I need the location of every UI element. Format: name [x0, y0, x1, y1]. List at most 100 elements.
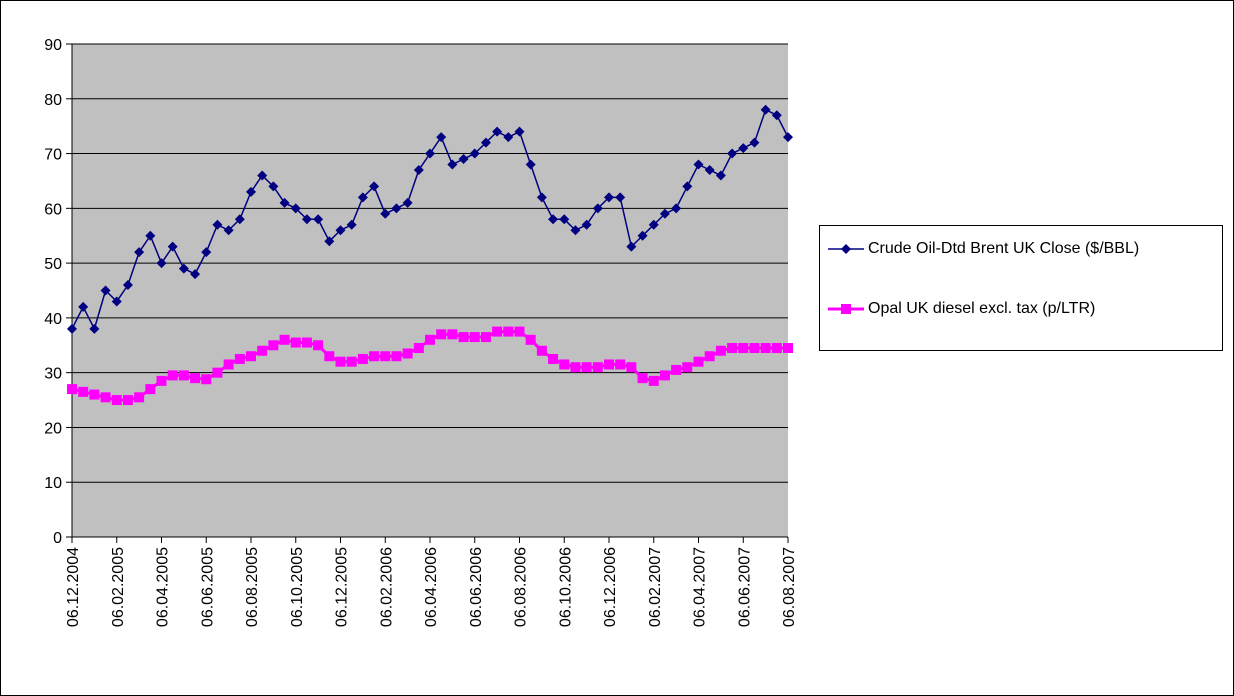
marker	[223, 225, 234, 236]
marker	[727, 148, 738, 159]
legend-label: Crude Oil-Dtd Brent UK Close ($/BBL)	[868, 240, 1140, 257]
x-tick-label: 06.12.2006	[602, 547, 619, 627]
x-tick-label: 06.08.2006	[513, 547, 530, 627]
marker	[492, 326, 503, 337]
x-tick-label: 06.06.2007	[736, 547, 753, 627]
marker	[324, 236, 335, 247]
marker	[89, 323, 100, 334]
marker	[771, 343, 782, 354]
marker	[548, 214, 559, 225]
y-tick-label: 10	[44, 475, 62, 492]
marker	[738, 143, 749, 154]
marker	[637, 373, 648, 384]
marker	[525, 334, 536, 345]
marker	[100, 392, 111, 403]
marker	[715, 170, 726, 181]
marker	[637, 230, 648, 241]
marker	[536, 345, 547, 356]
marker	[122, 280, 133, 291]
marker	[425, 148, 435, 159]
legend-swatch	[828, 304, 864, 314]
marker	[122, 395, 133, 406]
marker	[841, 244, 851, 254]
marker	[257, 345, 268, 356]
marker	[201, 374, 212, 385]
marker	[738, 343, 749, 354]
marker	[682, 181, 693, 192]
marker	[704, 164, 715, 175]
marker	[783, 132, 793, 143]
marker	[257, 170, 268, 181]
x-tick-label: 06.12.2005	[334, 547, 351, 627]
marker	[156, 258, 167, 269]
marker	[648, 219, 659, 230]
marker	[313, 340, 324, 351]
marker	[246, 351, 256, 362]
marker	[167, 241, 178, 252]
marker	[727, 343, 738, 354]
marker	[78, 386, 89, 397]
marker	[425, 334, 435, 345]
marker	[190, 269, 201, 280]
marker	[492, 126, 503, 137]
y-tick-label: 0	[53, 530, 62, 547]
marker	[391, 351, 402, 362]
marker	[369, 351, 380, 362]
marker	[704, 351, 715, 362]
marker	[402, 197, 413, 208]
marker	[111, 395, 122, 406]
x-tick-label: 06.08.2007	[781, 547, 798, 627]
marker	[626, 241, 637, 252]
x-tick-label: 06.08.2005	[244, 547, 261, 627]
marker	[458, 154, 469, 165]
marker	[357, 192, 368, 203]
marker	[841, 304, 851, 314]
marker	[548, 353, 559, 364]
marker	[604, 192, 614, 203]
marker	[89, 389, 100, 400]
marker	[525, 159, 536, 170]
marker	[178, 370, 189, 381]
x-tick-label: 06.02.2006	[378, 547, 395, 627]
marker	[369, 181, 380, 192]
marker	[234, 353, 245, 364]
x-tick-label: 06.04.2006	[423, 547, 440, 627]
y-tick-label: 20	[44, 420, 62, 437]
marker	[234, 214, 245, 225]
y-tick-label: 30	[44, 366, 62, 383]
marker	[648, 375, 659, 386]
y-tick-label: 90	[44, 37, 62, 54]
marker	[469, 332, 480, 343]
marker	[693, 159, 704, 170]
x-tick-label: 06.04.2007	[692, 547, 709, 627]
marker	[246, 186, 256, 197]
legend-swatch	[828, 244, 864, 254]
marker	[659, 370, 670, 381]
marker	[279, 334, 290, 345]
marker	[760, 104, 771, 115]
legend-entry: Crude Oil-Dtd Brent UK Close ($/BBL)	[826, 238, 1222, 260]
marker	[480, 137, 491, 148]
marker	[301, 337, 312, 348]
marker	[156, 375, 167, 386]
marker	[223, 359, 234, 370]
marker	[67, 323, 77, 334]
marker	[413, 164, 424, 175]
x-tick-label: 06.06.2005	[199, 547, 216, 627]
plot-area	[72, 44, 788, 537]
marker	[514, 326, 525, 337]
marker	[436, 329, 447, 340]
marker	[592, 203, 603, 214]
marker	[134, 247, 145, 258]
marker	[749, 137, 760, 148]
marker	[771, 110, 782, 121]
marker	[346, 356, 357, 367]
marker	[290, 337, 301, 348]
marker	[671, 364, 682, 375]
marker	[100, 285, 111, 296]
marker	[503, 326, 514, 337]
marker	[447, 159, 458, 170]
marker	[357, 353, 368, 364]
marker	[503, 132, 514, 143]
